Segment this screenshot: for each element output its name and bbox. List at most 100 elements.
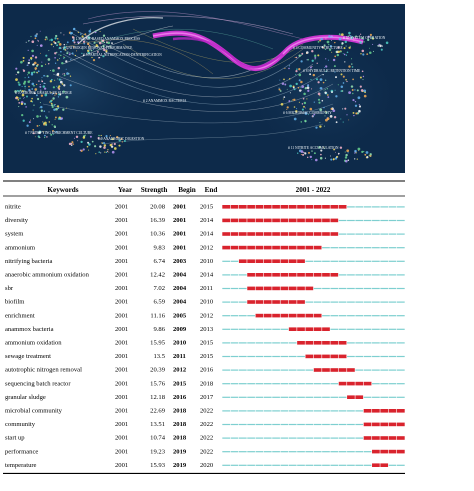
keyword-node	[54, 62, 57, 64]
keyword-node	[361, 70, 364, 73]
timeline-segment	[322, 451, 330, 453]
timeline-segment	[247, 423, 255, 426]
keyword-node	[49, 39, 51, 41]
table-row: anammox bacteria 2001 9.86 2009 2013	[5, 326, 405, 333]
keyword-cell: sbr	[5, 285, 14, 292]
burst-segment	[305, 218, 314, 223]
timeline-segment	[355, 355, 364, 358]
keyword-node	[30, 119, 31, 121]
timeline-segment	[363, 206, 372, 208]
keyword-node	[30, 35, 32, 38]
burst-segment	[297, 218, 305, 223]
year-cell: 2001	[115, 353, 128, 360]
keyword-node	[295, 82, 298, 86]
keyword-node	[354, 104, 358, 107]
timeline-segment	[230, 383, 239, 385]
burst-segment	[255, 218, 264, 223]
strength-cell: 9.86	[153, 326, 165, 333]
timeline-segment	[363, 260, 372, 262]
keyword-node	[317, 98, 321, 101]
keyword-node	[81, 35, 84, 38]
begin-cell: 2010	[173, 340, 187, 347]
keyword-node	[343, 53, 346, 56]
cluster-label: # 6 MICROBIAL COMMUNITY	[283, 111, 332, 115]
timeline-segment	[263, 383, 272, 385]
keyword-node	[283, 78, 285, 81]
burst-segment	[238, 259, 247, 263]
cluster-label: # 5 PARTIAL NITRIFICATION-DENITRIFICATIO…	[83, 53, 162, 57]
keyword-cell: ammonium oxidation	[5, 340, 62, 347]
strength-cell: 15.76	[150, 380, 166, 387]
end-cell: 2015	[200, 353, 214, 360]
timeline-segment	[305, 383, 314, 385]
timeline-segment	[355, 451, 364, 453]
strength-cell: 16.39	[150, 217, 166, 224]
keyword-node	[297, 86, 300, 89]
timeline-segment	[388, 247, 397, 249]
keyword-node	[346, 149, 350, 153]
keyword-node	[303, 151, 305, 154]
burst-segment	[347, 395, 355, 399]
keyword-node	[353, 114, 355, 117]
keyword-node	[301, 54, 303, 56]
timeline-segment	[363, 396, 372, 398]
keyword-node	[54, 118, 56, 120]
keyword-node	[331, 51, 333, 53]
timeline-segment	[355, 410, 364, 412]
keyword-node	[35, 83, 38, 86]
strength-cell: 12.18	[150, 394, 166, 401]
burst-segment	[380, 409, 389, 413]
main-burst-link-highlight	[152, 32, 364, 70]
timeline-segment	[247, 315, 255, 317]
burst-segment	[305, 341, 314, 345]
keyword-node	[326, 117, 330, 120]
keyword-node	[111, 150, 115, 154]
timeline-segment	[347, 437, 355, 439]
keyword-node	[56, 37, 59, 40]
timeline-segment	[338, 423, 347, 426]
keyword-node	[359, 76, 362, 79]
burst-segment	[380, 436, 389, 440]
keyword-node	[36, 71, 37, 73]
keyword-node	[21, 93, 25, 97]
keyword-node	[82, 54, 85, 57]
keyword-node	[335, 121, 338, 124]
keyword-node	[300, 60, 303, 63]
keyword-node	[369, 47, 370, 49]
keyword-node	[72, 36, 75, 39]
keyword-node	[33, 92, 36, 95]
timeline-segment	[263, 437, 272, 439]
keyword-node	[354, 152, 356, 154]
end-cell: 2012	[200, 312, 213, 319]
keyword-node	[27, 71, 31, 74]
keyword-node	[323, 106, 325, 109]
burst-segment	[255, 232, 264, 236]
timeline-segment	[372, 301, 380, 303]
end-cell: 2014	[200, 231, 214, 238]
keyword-node	[306, 51, 309, 54]
keyword-node	[19, 89, 22, 92]
keyword-node	[334, 55, 337, 58]
timeline-segment	[238, 369, 247, 371]
timeline-segment	[272, 383, 280, 385]
keyword-node	[35, 94, 38, 97]
burst-segment	[355, 381, 364, 386]
keyword-node	[72, 40, 75, 42]
keyword-node	[339, 50, 342, 53]
timeline-segment	[363, 274, 372, 276]
begin-cell: 2005	[173, 312, 187, 319]
keyword-node	[15, 96, 18, 99]
keyword-node	[302, 97, 305, 100]
keyword-node	[307, 58, 309, 61]
timeline-segment	[388, 342, 397, 344]
keyword-node	[80, 38, 82, 40]
keyword-node	[311, 159, 313, 161]
keyword-node	[20, 102, 24, 106]
keyword-node	[329, 115, 333, 118]
keyword-node	[50, 43, 53, 46]
cluster-overlay-visualization: # 1 SUGAR-BASED ANAMMOX PROCESS # 3 NITRO…	[3, 4, 405, 173]
keyword-node	[358, 35, 360, 37]
keyword-node	[379, 44, 382, 48]
keyword-node	[27, 76, 30, 79]
keyword-node	[345, 54, 348, 56]
